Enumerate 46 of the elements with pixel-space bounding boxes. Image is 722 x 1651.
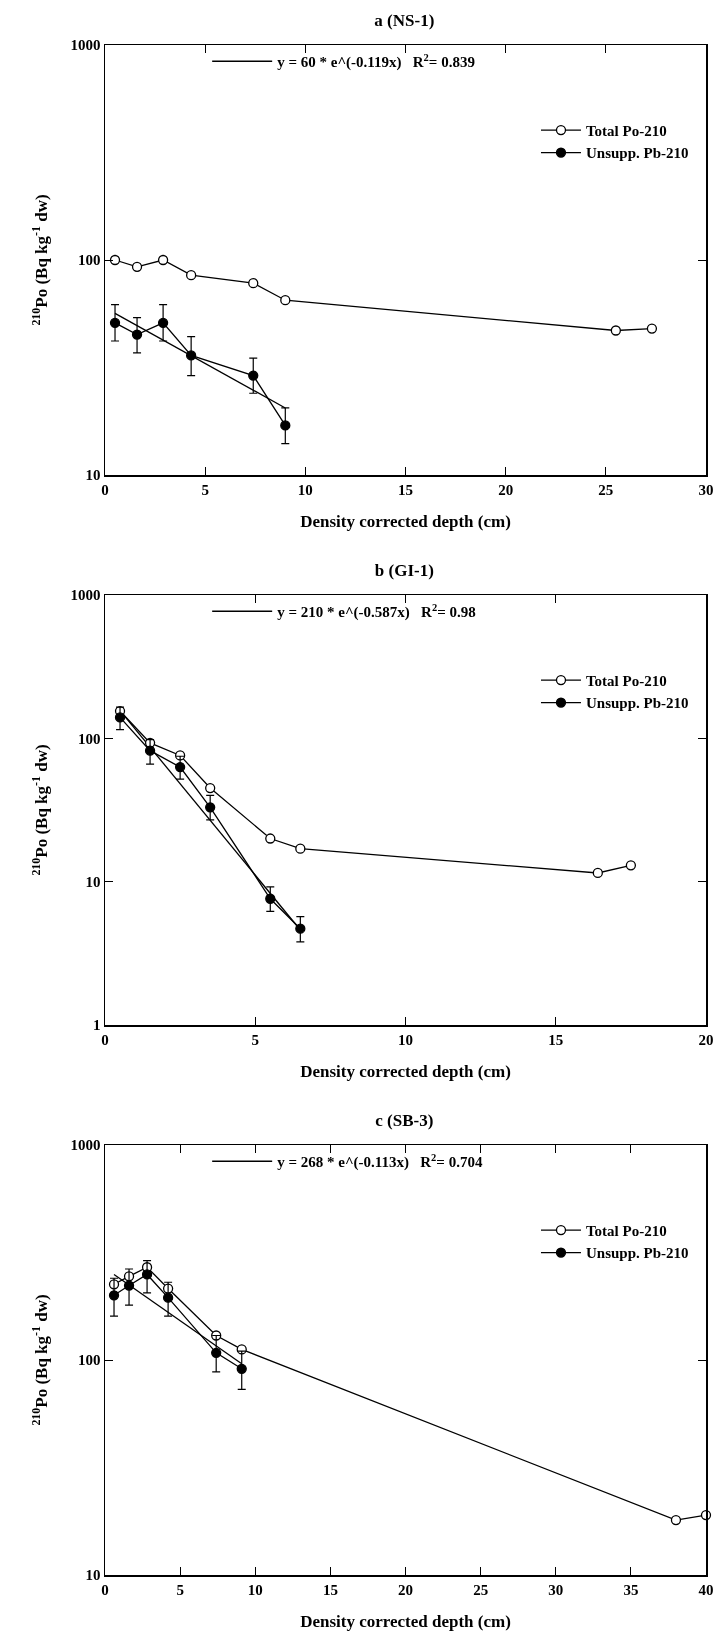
chart-title: b (GI-1): [374, 560, 434, 580]
y-tick-label: 1000: [70, 37, 101, 54]
chart-title: a (NS-1): [374, 10, 435, 30]
y-tick-label: 1000: [70, 1137, 101, 1154]
y-tick-label: 10: [85, 873, 101, 890]
y-tick-label: 100: [78, 252, 101, 269]
y-tick-label: 1: [93, 1017, 101, 1034]
legend-label: Total Po-210: [585, 672, 667, 689]
x-tick-label: 0: [101, 1581, 109, 1598]
x-tick-label: 40: [698, 1581, 714, 1598]
x-tick-label: 10: [398, 1031, 413, 1048]
x-tick-label: 30: [548, 1581, 564, 1598]
legend-label: Total Po-210: [585, 122, 667, 139]
legend-label: Total Po-210: [585, 1222, 667, 1239]
x-tick-label: 25: [598, 481, 614, 498]
x-tick-label: 5: [176, 1581, 184, 1598]
x-tick-label: 15: [322, 1581, 338, 1598]
x-axis-title: Density corrected depth (cm): [300, 511, 511, 531]
legend-label: Unsupp. Pb-210: [585, 1245, 689, 1262]
x-tick-label: 10: [247, 1581, 263, 1598]
x-axis-title: Density corrected depth (cm): [300, 1611, 511, 1631]
x-tick-label: 5: [251, 1031, 259, 1048]
x-tick-label: 20: [398, 1581, 413, 1598]
x-axis-title: Density corrected depth (cm): [300, 1061, 511, 1081]
y-tick-label: 10: [85, 1567, 101, 1584]
x-tick-label: 35: [623, 1581, 639, 1598]
x-tick-label: 10: [297, 481, 313, 498]
x-tick-label: 20: [698, 1031, 714, 1048]
x-tick-label: 25: [473, 1581, 489, 1598]
legend-label: y = 210 * e^(-0.587x) R$^{2}$= 0.98: [277, 601, 476, 622]
y-tick-label: 10: [85, 467, 101, 484]
x-tick-label: 30: [698, 481, 714, 498]
legend-label: Unsupp. Pb-210: [585, 145, 689, 162]
x-tick-label: 0: [101, 1031, 109, 1048]
x-tick-label: 5: [201, 481, 209, 498]
x-tick-label: 15: [548, 1031, 564, 1048]
chart-title: c (SB-3): [375, 1110, 434, 1130]
x-tick-label: 20: [498, 481, 514, 498]
y-tick-label: 100: [78, 730, 101, 747]
legend-label: y = 60 * e^(-0.119x) R$^{2}$= 0.839: [277, 51, 475, 72]
legend-label: y = 268 * e^(-0.113x) R$^{2}$= 0.704: [277, 1151, 483, 1172]
x-tick-label: 0: [101, 481, 109, 498]
legend-label: Unsupp. Pb-210: [585, 695, 689, 712]
y-tick-label: 100: [78, 1352, 101, 1369]
y-tick-label: 1000: [70, 587, 101, 604]
x-tick-label: 15: [398, 481, 413, 498]
